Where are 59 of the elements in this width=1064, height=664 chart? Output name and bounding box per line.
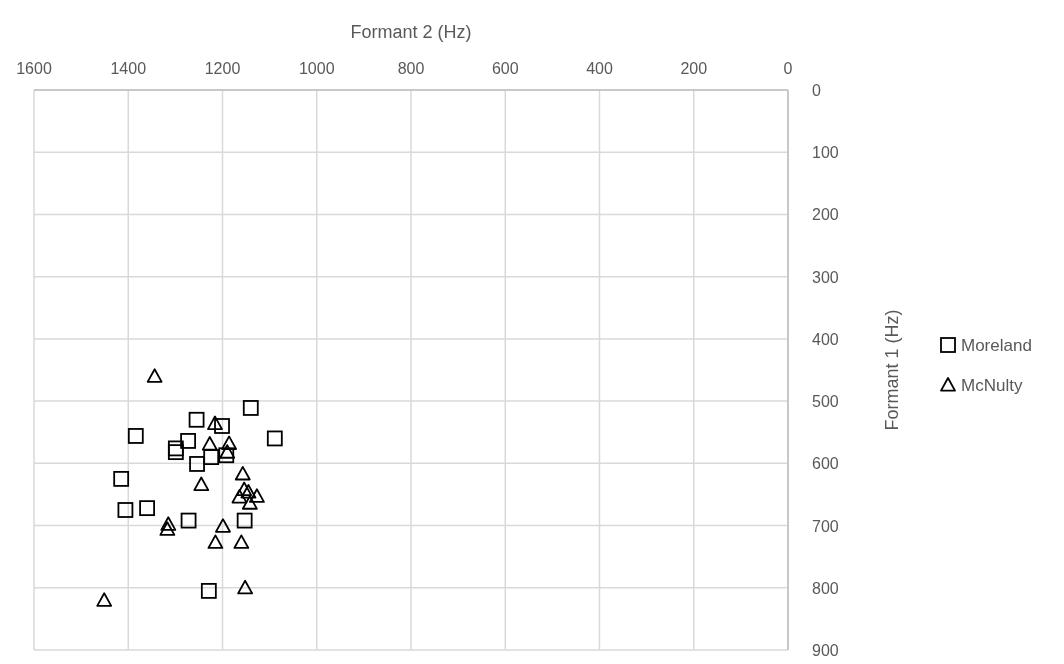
x-tick-label: 1000: [298, 60, 335, 77]
legend-label: McNulty: [961, 376, 1023, 395]
x-tick-label: 400: [586, 60, 613, 77]
point: [214, 418, 230, 434]
point: [180, 512, 197, 529]
x-tick-label: 200: [680, 60, 708, 77]
point: [236, 512, 253, 529]
x-tick-label: 1400: [110, 60, 147, 77]
point: [201, 436, 218, 451]
point: [167, 440, 184, 457]
point: [113, 470, 130, 487]
point: [117, 502, 134, 518]
y-tick-label: 300: [812, 268, 839, 286]
point: [241, 495, 258, 510]
point: [200, 582, 217, 599]
y-tick-label: 200: [812, 206, 839, 224]
y-tick-label: 100: [812, 144, 839, 162]
y-tick-label: 600: [812, 455, 839, 473]
point: [159, 521, 176, 536]
point: [167, 444, 184, 461]
point: [207, 415, 223, 431]
y-tick-label: 700: [812, 517, 839, 535]
y-axis-title: Formant 1 (Hz): [882, 309, 902, 431]
point: [189, 456, 205, 472]
point: [231, 489, 248, 504]
x-tick-label: 1200: [204, 60, 241, 77]
point: [266, 430, 283, 447]
point: [218, 447, 235, 464]
x-tick-label: 0: [783, 60, 793, 77]
x-tick-label: 600: [491, 60, 519, 77]
point: [219, 444, 236, 459]
point: [160, 516, 177, 531]
point: [249, 488, 265, 503]
point: [215, 518, 231, 533]
point: [193, 476, 210, 491]
point: [240, 484, 257, 499]
y-tick-label: 400: [812, 330, 839, 348]
y-tick-label: 900: [812, 642, 839, 659]
x-tick-label: 1600: [16, 60, 52, 77]
point: [207, 534, 224, 549]
point: [236, 481, 253, 496]
point: [221, 435, 237, 450]
point: [233, 534, 250, 549]
x-axis-title: Formant 2 (Hz): [350, 22, 472, 42]
point: [139, 500, 155, 517]
point: [180, 433, 196, 449]
point: [127, 428, 144, 444]
y-tick-label: 500: [812, 393, 839, 411]
point: [203, 449, 220, 466]
point: [237, 579, 254, 595]
point: [96, 592, 113, 607]
point: [146, 368, 163, 383]
y-tick-label: 800: [812, 579, 839, 597]
point: [188, 411, 205, 428]
legend-label: Moreland: [961, 336, 1032, 355]
y-tick-label: 0: [812, 82, 821, 99]
x-tick-label: 800: [397, 60, 425, 77]
point: [234, 466, 251, 481]
point: [242, 400, 259, 416]
